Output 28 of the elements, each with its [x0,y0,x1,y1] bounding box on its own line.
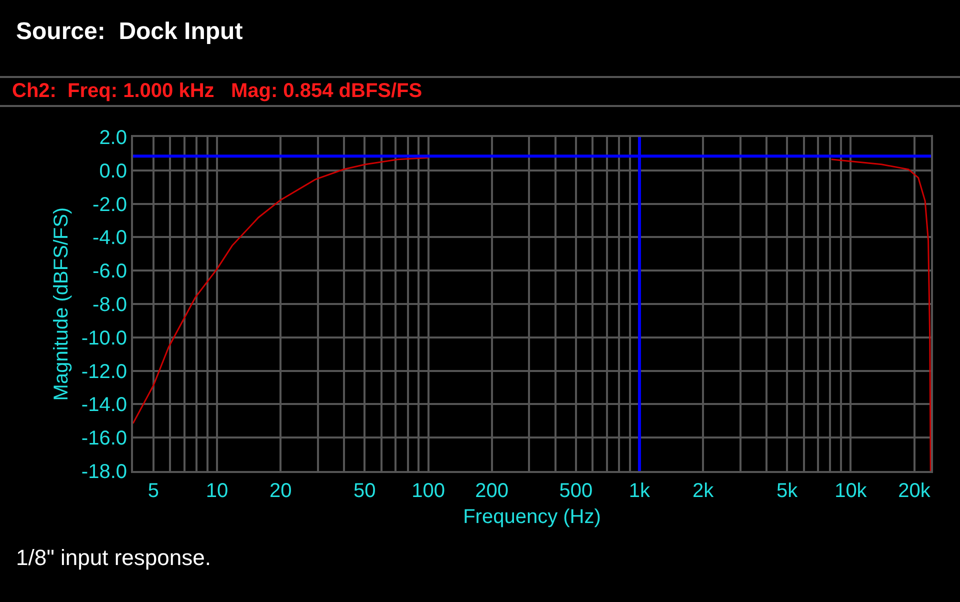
x-tick-label: 1k [628,480,652,502]
y-tick-label: -4.0 [92,227,127,250]
y-tick-label: -8.0 [92,294,127,316]
y-tick-label: -2.0 [92,194,127,216]
chart-subtitle: Ch2: Freq: 1.000 kHz Mag: 0.854 dBFS/FS [12,80,422,102]
x-tick-label: 200 [475,480,509,502]
x-tick-label: 10k [834,480,868,502]
y-tick-label: -14.0 [81,394,127,416]
y-tick-label: -18.0 [81,461,127,483]
text: 1/8" input response. [16,545,211,571]
x-tick-label: 50 [354,480,376,502]
y-tick-label: 0.0 [99,160,127,182]
x-tick-label: 10 [206,480,228,502]
x-tick-label: 20k [898,480,932,502]
y-tick-label: -6.0 [92,260,127,283]
y-axis-title: Magnitude (dBFS/FS) [50,207,72,401]
y-tick-label: -16.0 [81,428,127,450]
chart-title: Source: Dock Input [16,18,243,46]
x-tick-label: 2k [692,480,715,502]
x-axis-title: Frequency (Hz) [463,506,601,528]
x-tick-label: 100 [412,480,445,502]
y-tick-label: -12.0 [81,360,127,383]
y-tick-label: -10.0 [81,327,127,350]
y-tick-label: 2.0 [99,127,127,149]
x-tick-label: 20 [270,480,292,502]
x-tick-label: 5 [148,480,160,502]
x-tick-label: 500 [559,480,593,502]
x-tick-label: 5k [776,480,799,502]
